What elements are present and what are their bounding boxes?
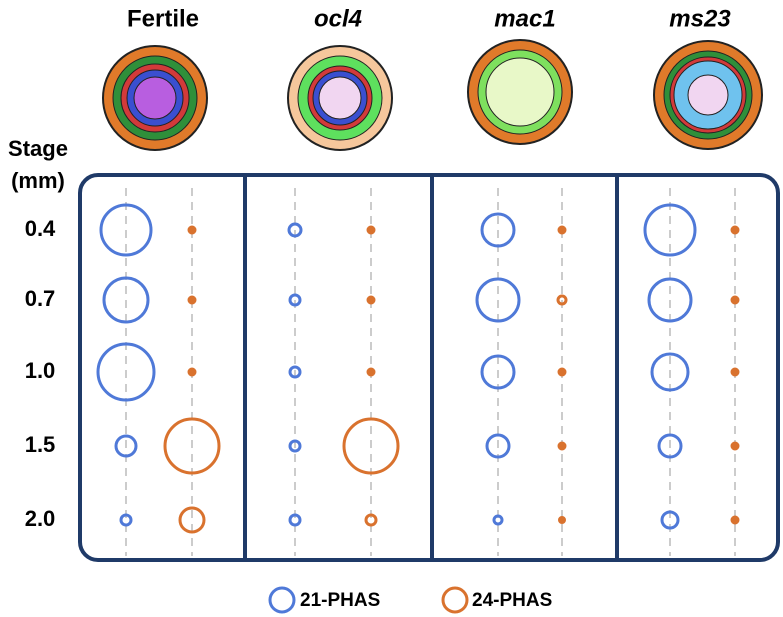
bubble	[730, 515, 740, 525]
bubble	[288, 293, 302, 307]
y-tick-label: 1.5	[25, 432, 56, 457]
bubble	[485, 433, 511, 459]
bubble	[557, 441, 567, 451]
bubble	[119, 513, 133, 527]
bubble	[730, 295, 740, 305]
bubble	[163, 417, 221, 475]
panel-title: mac1	[494, 5, 555, 32]
bubble	[364, 513, 378, 527]
panel-frame	[78, 173, 780, 562]
y-tick-label: 1.0	[25, 358, 56, 383]
anther-ocl4	[287, 45, 393, 151]
cross-sections	[102, 39, 763, 151]
bubble	[287, 222, 303, 238]
bubble	[366, 225, 376, 235]
bubble	[647, 277, 693, 323]
bubble	[288, 513, 302, 527]
y-tick-label: 2.0	[25, 506, 56, 531]
bubble	[650, 352, 690, 392]
bubble	[99, 203, 153, 257]
bubble	[178, 506, 206, 534]
y-tick-label: 0.7	[25, 286, 56, 311]
bubble	[187, 295, 197, 305]
legend-label: 21-PHAS	[300, 590, 380, 611]
y-label: (mm)	[11, 168, 65, 193]
bubble	[558, 516, 566, 524]
bubble	[480, 212, 516, 248]
anther-ms23	[653, 40, 763, 150]
bubble	[366, 367, 376, 377]
bubble	[187, 225, 197, 235]
legend-label: 24-PHAS	[472, 590, 552, 611]
bubble	[643, 203, 697, 257]
panel-title: Fertile	[127, 5, 199, 32]
bubble	[660, 510, 680, 530]
bubble	[730, 225, 740, 235]
bubble	[96, 342, 156, 402]
bubble	[730, 367, 740, 377]
bubble	[114, 434, 138, 458]
legend-swatch	[441, 586, 469, 614]
bubble	[187, 367, 197, 377]
panel-title: ms23	[669, 5, 731, 32]
anther-mac1	[467, 39, 573, 145]
bubble	[366, 295, 376, 305]
bubble	[342, 417, 400, 475]
bubble	[492, 514, 504, 526]
anther-fertile	[102, 45, 208, 151]
bubble	[730, 441, 740, 451]
bubble	[102, 276, 150, 324]
bubble	[557, 367, 567, 377]
y-label: Stage	[8, 136, 68, 161]
bubble	[475, 277, 521, 323]
bubble	[288, 439, 302, 453]
panel-title: ocl4	[314, 5, 362, 32]
legend-swatch	[268, 586, 296, 614]
y-tick-label: 0.4	[25, 216, 56, 241]
bubble	[480, 354, 516, 390]
bubble	[556, 294, 568, 306]
bubble	[288, 365, 302, 379]
bubble	[557, 225, 567, 235]
bubble	[657, 433, 683, 459]
